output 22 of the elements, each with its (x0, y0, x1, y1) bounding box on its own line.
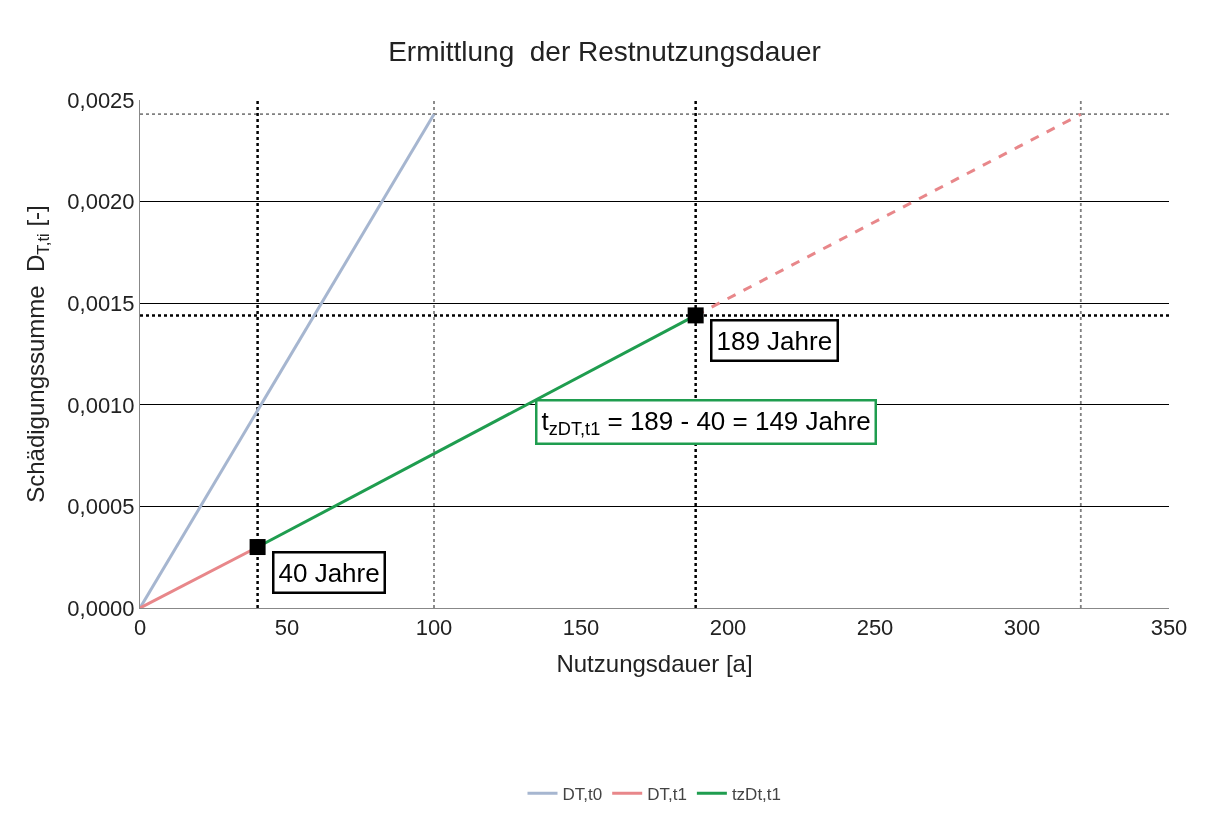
x-tick-label: 100 (415, 615, 453, 641)
x-tick-label: 350 (1150, 615, 1188, 641)
x-tick-label: 150 (562, 615, 600, 641)
legend-label: tzDt,t1 (731, 784, 781, 804)
y-tick-label: 0,0020 (67, 189, 135, 215)
x-axis-title: Nutzungsdauer [a] (556, 649, 753, 677)
x-tick-label: 300 (1003, 615, 1041, 641)
x-tick-label: 250 (856, 615, 894, 641)
annotation: t$_{zDT,t1}$ = 189 - 40 = 149 Jahre (541, 405, 871, 439)
annotation: 189 Jahre (716, 325, 833, 356)
y-tick-label: 0,0010 (67, 392, 135, 418)
y-tick-label: 0,0000 (67, 595, 135, 621)
annotation: 40 Jahre (278, 557, 380, 588)
y-tick-label: 0,0005 (67, 494, 135, 520)
y-tick-label: 0,0025 (67, 87, 135, 113)
y-tick-label: 0,0015 (67, 290, 135, 316)
x-tick-label: 200 (709, 615, 747, 641)
chart-title: Ermittlung der Restnutzungsdauer (388, 35, 821, 67)
x-tick-label: 50 (274, 615, 300, 641)
x-tick-label: 0 (133, 615, 147, 641)
legend-label: DT,t1 (647, 784, 687, 804)
legend-label: DT,t0 (562, 784, 603, 804)
